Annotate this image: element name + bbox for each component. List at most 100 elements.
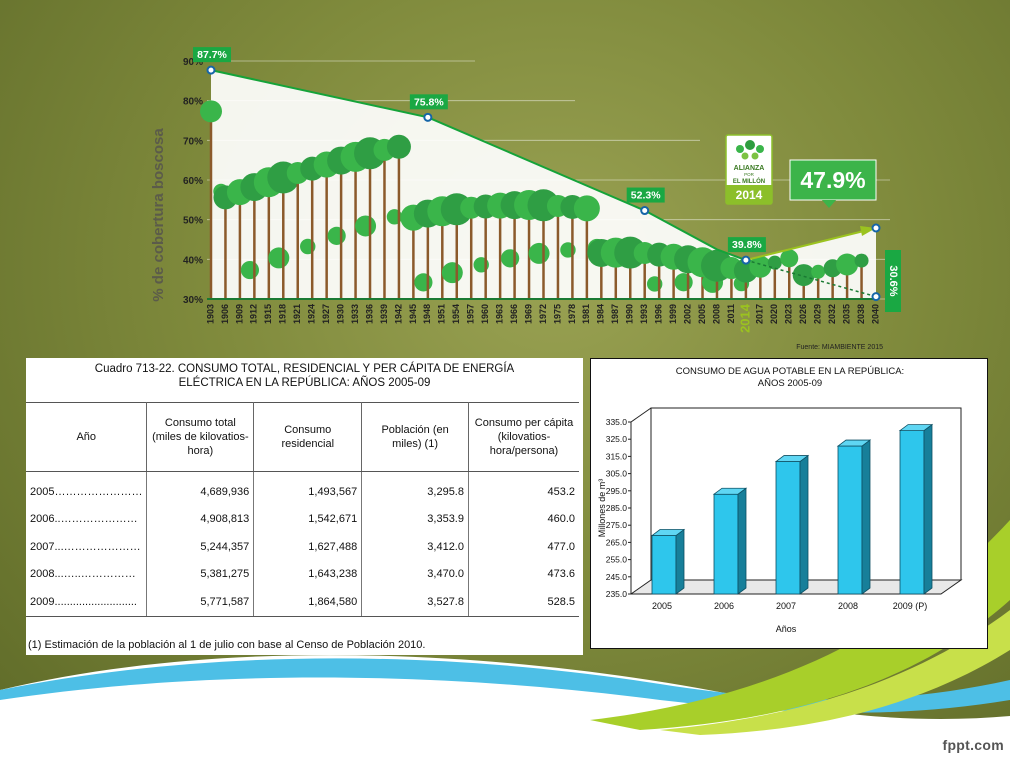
x-tick-label: 2008	[838, 601, 858, 611]
x-tick-label: 1966	[509, 304, 519, 324]
tree-crown	[573, 195, 600, 222]
y-tick-label: 325.0	[606, 434, 628, 444]
cell-total: 5,381,275	[146, 560, 255, 588]
tree-crown	[767, 255, 782, 270]
y-tick-label: 60%	[183, 176, 203, 187]
cell-per-capita: 473.6	[467, 560, 579, 588]
x-tick-label: 2040	[870, 304, 880, 324]
cell-residential: 1,542,671	[253, 505, 363, 533]
x-tick-label: 1951	[437, 304, 447, 324]
x-tick-label: 1921	[292, 304, 302, 324]
x-tick-label: 2020	[769, 304, 779, 324]
water-chart-title-line2: AÑOS 2005-09	[757, 378, 823, 389]
water-bar	[899, 430, 925, 595]
tree-crown	[780, 249, 799, 268]
x-tick-label: 2007	[776, 601, 796, 611]
data-label: 52.3%	[631, 190, 661, 202]
x-tick-label: 1957	[466, 304, 476, 324]
cell-year: 2005……………………	[26, 471, 148, 506]
y-tick-label: 30%	[183, 295, 203, 306]
water-bar-side	[799, 454, 809, 595]
cell-year: 2008...…..……………	[26, 560, 148, 588]
tree-crown	[200, 100, 222, 123]
x-tick-label: 1903	[205, 304, 215, 324]
svg-text:30.6%: 30.6%	[887, 265, 899, 296]
forest-source: Fuente: MIAMBIENTE 2015	[796, 344, 883, 351]
water-bar-top	[836, 439, 872, 447]
x-tick-label: 1909	[234, 304, 244, 324]
cell-population: 3,412.0	[361, 533, 469, 561]
tree-crown	[327, 226, 346, 245]
table-row: 2009........................... 5,771,58…	[26, 588, 579, 617]
cell-per-capita: 477.0	[467, 533, 579, 561]
x-tick-label: 1933	[350, 304, 360, 324]
tree-crown	[854, 253, 869, 268]
cell-year: 2007...…………………	[26, 533, 148, 561]
table-row: 2008...…..…………… 5,381,275 1,643,238 3,47…	[26, 560, 579, 588]
tree-crown	[355, 215, 377, 237]
data-label-bg	[409, 94, 448, 110]
x-tick-label: 1927	[321, 304, 331, 324]
data-point	[640, 206, 650, 216]
slide-wave-lime-light	[660, 610, 1010, 735]
x-tick-label: 1990	[625, 304, 635, 324]
x-tick-label: 1948	[422, 304, 432, 324]
cell-per-capita: 453.2	[467, 471, 579, 506]
cell-population: 3,470.0	[361, 560, 469, 588]
cell-residential: 1,627,488	[253, 533, 363, 561]
cell-total: 5,244,357	[146, 533, 255, 561]
y-tick-label: 235.0	[606, 589, 628, 599]
water-x-axis-label: Años	[776, 624, 797, 634]
water-bar	[837, 445, 863, 595]
tree-crown	[240, 260, 260, 280]
x-tick-label: 1942	[393, 304, 403, 324]
y-tick-label: 305.0	[606, 469, 628, 479]
tree-crown	[749, 255, 772, 278]
x-tick-label: 2008	[711, 304, 721, 324]
y-tick-label: 80%	[183, 97, 203, 108]
tree-crown	[792, 264, 815, 287]
water-bar	[775, 461, 801, 595]
data-point	[871, 292, 881, 302]
x-tick-label: 2032	[827, 304, 837, 324]
data-label-bg	[626, 187, 665, 203]
x-tick-label: 1987	[610, 304, 620, 324]
y-tick-label: 275.0	[606, 520, 628, 530]
y-tick-label: 255.0	[606, 555, 628, 565]
tree-crown	[836, 253, 859, 276]
energy-table-panel: Cuadro 713-22. CONSUMO TOTAL, RESIDENCIA…	[26, 358, 583, 655]
x-tick-label: 2005	[697, 304, 707, 324]
cell-residential: 1,864,580	[253, 588, 363, 617]
cell-per-capita: 460.0	[467, 505, 579, 533]
water-bar-top	[650, 529, 686, 536]
water-chart-panel: CONSUMO DE AGUA POTABLE EN LA REPÚBLICA:…	[590, 358, 988, 649]
water-bar-top	[712, 487, 748, 495]
y-tick-label: 90%	[183, 57, 203, 68]
water-bar-chart: 235.0 245.0 255.0 265.0 275.0 285.0 295.0 305.0…	[597, 407, 963, 634]
tree-crown	[501, 249, 520, 268]
table-footnote: (1) Estimación de la población al 1 de j…	[28, 639, 426, 651]
cell-total: 4,908,813	[146, 505, 255, 533]
x-tick-label: 2009 (P)	[893, 601, 928, 611]
x-tick-label: 1915	[263, 304, 273, 324]
cell-year: 2009...........................	[26, 588, 148, 617]
y-tick-label: 295.0	[606, 486, 628, 496]
table-row: 2005…………………… 4,689,936 1,493,567 3,295.8…	[26, 471, 579, 506]
x-tick-label: 1969	[523, 304, 533, 324]
series-line-goal	[745, 227, 877, 262]
data-point	[871, 223, 881, 233]
svg-text:2014: 2014	[736, 188, 763, 202]
energy-table: Año Consumo total (miles de kilovatios-h…	[26, 402, 579, 617]
x-tick-label: 2026	[798, 304, 808, 324]
tree-crown	[441, 262, 463, 284]
coverage-area	[211, 70, 876, 299]
y-tick-label: 335.0	[606, 417, 628, 427]
water-bar-side	[737, 487, 747, 595]
alianza-logo: ALIANZA POR EL MILLÓN 2014	[725, 134, 773, 205]
x-tick-label: 2014	[737, 303, 752, 333]
data-point	[423, 112, 433, 122]
header-total: Consumo total (miles de kilovatios-hora)	[146, 402, 255, 472]
series-line-projection	[745, 259, 877, 298]
water-bar	[651, 535, 677, 595]
data-label-bg	[727, 237, 766, 253]
